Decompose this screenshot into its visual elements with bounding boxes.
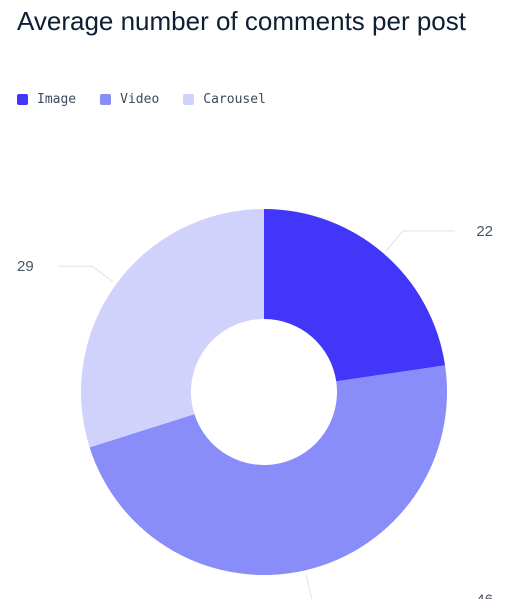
- leader-line-image: [385, 230, 455, 251]
- slice-image[interactable]: [264, 209, 446, 382]
- chart-title: Average number of comments per post: [17, 6, 466, 36]
- data-label-image: 22: [476, 223, 493, 240]
- legend-swatch-image: [17, 94, 28, 105]
- legend-label-image: Image: [37, 92, 77, 107]
- data-label-carousel: 29: [17, 258, 34, 275]
- slice-video[interactable]: [89, 365, 448, 575]
- legend-item-image[interactable]: Image: [17, 92, 76, 107]
- legend-label-video: Video: [120, 92, 160, 107]
- legend-item-video[interactable]: Video: [100, 92, 159, 107]
- data-label-video: 46: [476, 592, 493, 599]
- chart-legend: Image Video Carousel: [17, 92, 266, 107]
- legend-item-carousel[interactable]: Carousel: [183, 92, 266, 107]
- leader-line-carousel: [58, 265, 114, 282]
- legend-swatch-carousel: [183, 94, 195, 105]
- legend-swatch-video: [100, 94, 112, 105]
- slice-carousel[interactable]: [81, 209, 264, 448]
- legend-label-carousel: Carousel: [203, 92, 266, 107]
- leader-line-video: [305, 574, 313, 599]
